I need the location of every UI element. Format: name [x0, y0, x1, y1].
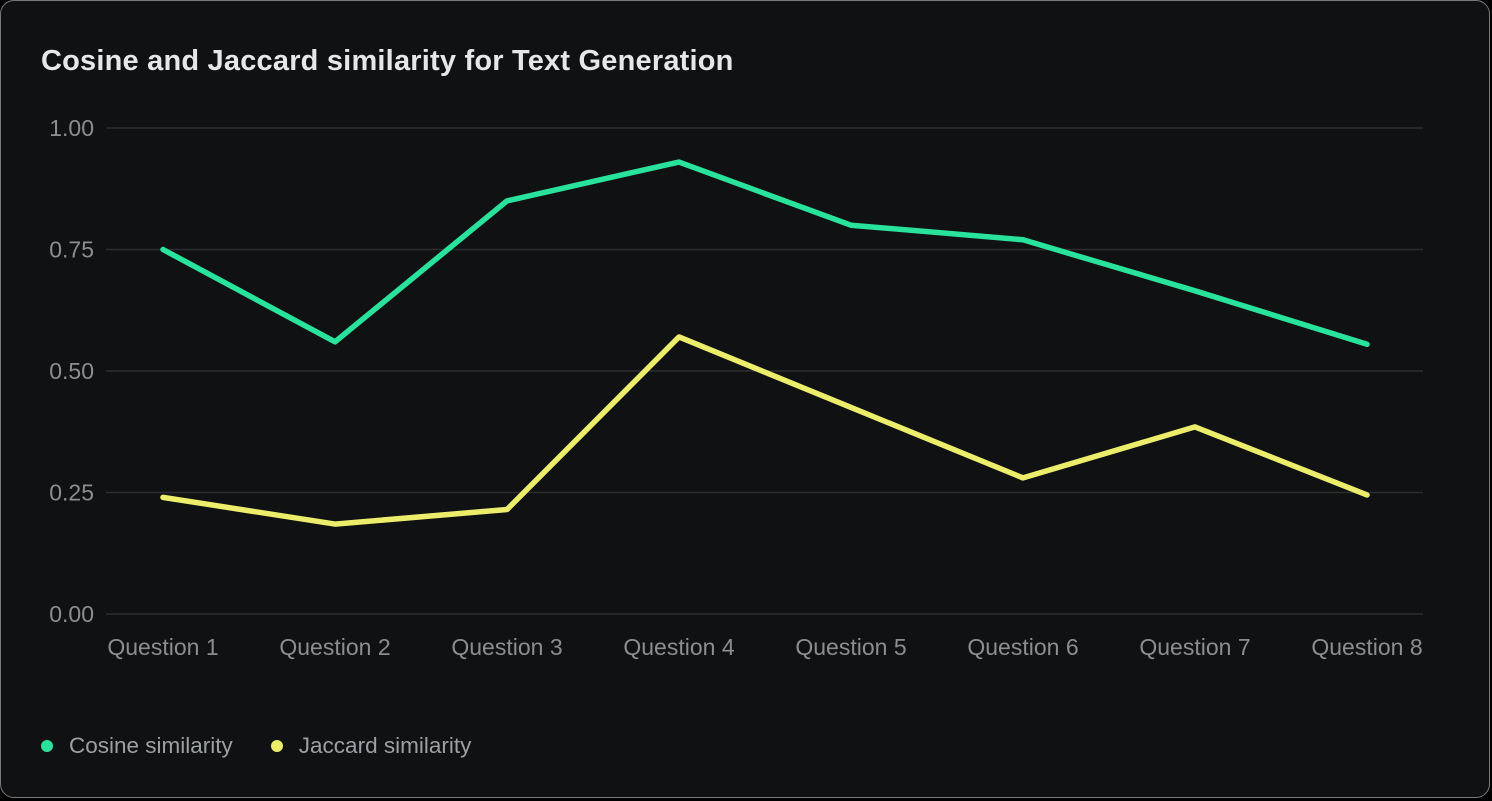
- x-tick-label: Question 1: [107, 634, 218, 660]
- legend-item: Cosine similarity: [41, 733, 233, 759]
- x-tick-label: Question 7: [1139, 634, 1250, 660]
- legend-dot-icon: [270, 740, 283, 752]
- x-tick-label: Question 8: [1311, 634, 1422, 660]
- y-tick-label: 1.00: [49, 115, 94, 141]
- series-line-cosine-similarity: [160, 159, 1370, 348]
- series-line-jaccard-similarity: [160, 334, 1370, 527]
- x-tick-label: Question 5: [795, 634, 906, 660]
- chart-legend: Cosine similarity Jaccard similarity: [41, 733, 471, 759]
- chart-title: Cosine and Jaccard similarity for Text G…: [41, 45, 734, 77]
- legend-label: Cosine similarity: [69, 733, 233, 758]
- x-tick-label: Question 6: [967, 634, 1078, 660]
- data-series-lines: [160, 159, 1370, 527]
- legend-label: Jaccard similarity: [298, 733, 472, 758]
- legend-item: Jaccard similarity: [270, 733, 472, 759]
- y-tick-label: 0.00: [49, 601, 94, 627]
- x-axis-tick-labels: Question 1 Question 2 Question 3 Question 4…: [107, 634, 1422, 660]
- x-tick-label: Question 3: [451, 634, 562, 660]
- y-tick-label: 0.25: [49, 480, 94, 506]
- y-axis-tick-labels: 0.00 0.25 0.50 0.75 1.00: [49, 115, 94, 627]
- y-tick-label: 0.50: [49, 358, 94, 384]
- legend-dot-icon: [41, 740, 53, 752]
- x-tick-label: Question 2: [279, 634, 390, 660]
- y-tick-label: 0.75: [49, 237, 94, 263]
- x-tick-label: Question 4: [623, 634, 734, 660]
